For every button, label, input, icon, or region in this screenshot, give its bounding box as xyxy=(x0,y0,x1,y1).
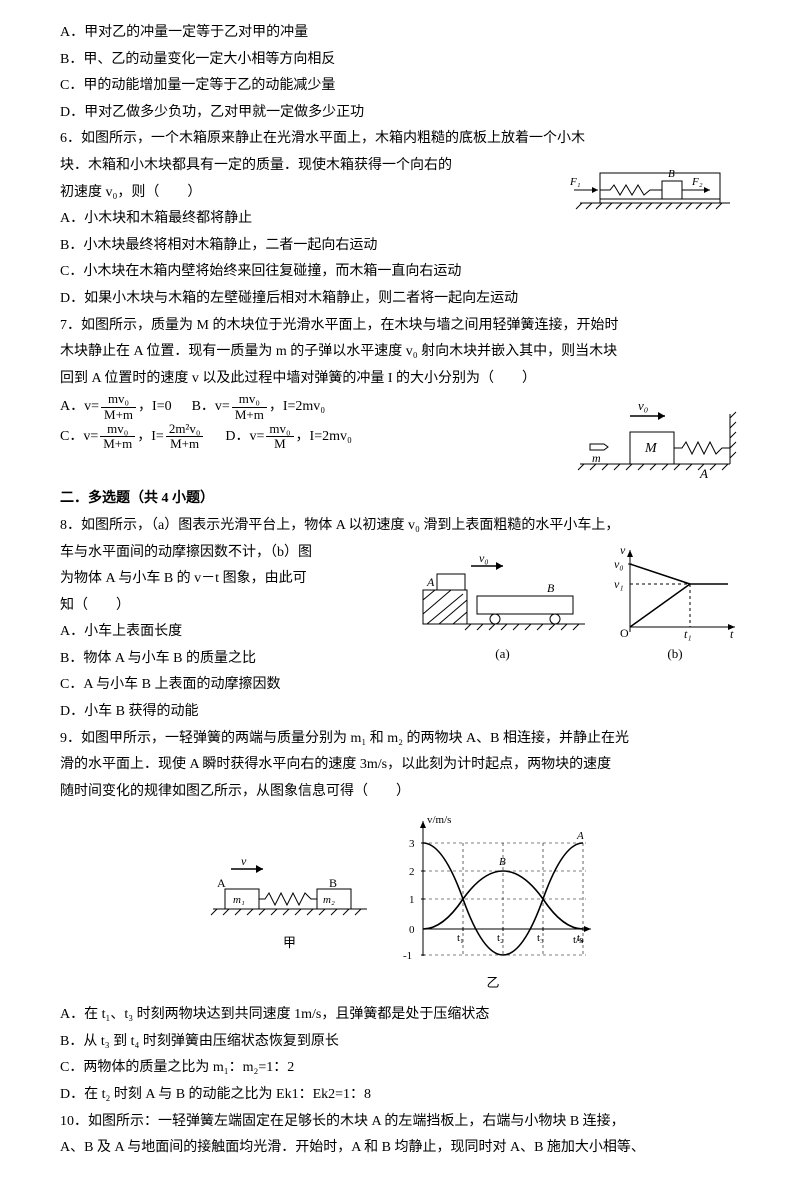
q9-figures: A m₁ B m₂ v 甲 v/m/s t/s 3 2 xyxy=(60,811,740,996)
svg-text:B: B xyxy=(668,168,675,180)
svg-text:A: A xyxy=(576,830,584,842)
q5-opt-b: B．甲、乙的动量变化一定大小相等方向相反 xyxy=(60,47,740,74)
q7-stem-2: 木块静止在 A 位置．现有一质量为 m 的子弹以水平速度 v₀ 射向木块并嵌入其… xyxy=(60,339,740,366)
svg-text:0: 0 xyxy=(409,924,415,936)
svg-text:v₀: v₀ xyxy=(614,557,624,571)
svg-text:B: B xyxy=(329,876,337,890)
svg-text:v₀: v₀ xyxy=(479,551,489,565)
q9-stem-3: 随时间变化的规律如图乙所示，从图象信息可得（ ） xyxy=(60,779,740,806)
svg-text:t₁: t₁ xyxy=(684,627,692,641)
svg-text:m: m xyxy=(592,451,601,465)
q6-stem-1: 6．如图所示，一个木箱原来静止在光滑水平面上，木箱内粗糙的底板上放着一个小木 xyxy=(60,126,740,153)
svg-text:2: 2 xyxy=(409,866,415,878)
svg-text:-1: -1 xyxy=(403,950,412,962)
svg-text:1: 1 xyxy=(409,894,415,906)
q10-stem-1: 10．如图所示：一轻弹簧左端固定在足够长的木块 A 的左端挡板上，右端与小物块 … xyxy=(60,1109,740,1136)
q6-opt-b: B．小木块最终将相对木箱静止，二者一起向右运动 xyxy=(60,233,740,260)
q7-opts-row2: C．v=mv₀M+m，I=2m²v₀M+m D．v=mv₀M，I=2mv₀ xyxy=(60,422,562,452)
q5-opt-c: C．甲的动能增加量一定等于乙的动能减少量 xyxy=(60,73,740,100)
svg-text:F₂: F₂ xyxy=(691,176,703,188)
q9-opt-a: A．在 t₁、t₃ 时刻两物块达到共同速度 1m/s，且弹簧都是处于压缩状态 xyxy=(60,1002,740,1029)
q9-stem-2: 滑的水平面上．现使 A 瞬时获得水平向右的速度 3m/s，以此刻为计时起点，两物… xyxy=(60,752,740,779)
q9-opt-b: B．从 t₃ 到 t₄ 时刻弹簧由压缩状态恢复到原长 xyxy=(60,1029,740,1056)
svg-text:v: v xyxy=(241,854,247,868)
svg-text:v/m/s: v/m/s xyxy=(427,814,451,826)
svg-text:t: t xyxy=(730,627,734,641)
q6-opt-d: D．如果小木块与木箱的左壁碰撞后相对木箱静止，则二者将一起向左运动 xyxy=(60,286,740,313)
q6-opt-c: C．小木块在木箱内壁将始终来回往复碰撞，而木箱一直向右运动 xyxy=(60,259,740,286)
svg-text:3: 3 xyxy=(409,838,415,850)
q7-stem-3: 回到 A 位置时的速度 v 以及此过程中墙对弹簧的冲量 I 的大小分别为（ ） xyxy=(60,366,740,393)
svg-text:A: A xyxy=(699,466,708,481)
svg-text:O: O xyxy=(620,626,629,640)
svg-text:A: A xyxy=(426,575,435,589)
svg-text:F₁: F₁ xyxy=(570,176,581,188)
q6-figure: B F₁ F₂ xyxy=(570,155,740,213)
q5-opt-a: A．甲对乙的冲量一定等于乙对甲的冲量 xyxy=(60,20,740,47)
svg-text:B: B xyxy=(547,581,555,595)
svg-text:A: A xyxy=(217,876,226,890)
q9-opt-c: C．两物体的质量之比为 m₁：m₂=1：2 xyxy=(60,1055,740,1082)
q8-figures: A v₀ B (a) xyxy=(415,542,740,667)
svg-text:m₁: m₁ xyxy=(233,894,245,906)
q8-opt-c: C．A 与小车 B 上表面的动摩擦因数 xyxy=(60,672,740,699)
q9-stem-1: 9．如图甲所示，一轻弹簧的两端与质量分别为 m₁ 和 m₂ 的两物块 A、B 相… xyxy=(60,726,740,753)
q10-stem-2: A、B 及 A 与地面间的接触面均光滑．开始时，A 和 B 均静止，现同时对 A… xyxy=(60,1135,740,1162)
q7-opts-row1: A．v=mv₀M+m，I=0 B．v=mv₀M+m，I=2mv₀ xyxy=(60,392,562,422)
q8-stem-1: 8．如图所示，（a）图表示光滑平台上，物体 A 以初速度 v₀ 滑到上表面粗糙的… xyxy=(60,513,740,540)
svg-text:M: M xyxy=(644,441,658,456)
svg-text:v₁: v₁ xyxy=(614,577,624,591)
q8-opt-d: D．小车 B 获得的动能 xyxy=(60,699,740,726)
svg-text:m₂: m₂ xyxy=(323,894,335,906)
svg-text:v: v xyxy=(620,543,626,557)
q7-stem-1: 7．如图所示，质量为 M 的木块位于光滑水平面上，在木块与墙之间用轻弹簧连接，开… xyxy=(60,313,740,340)
q7-figure: M m v₀ A xyxy=(570,394,740,484)
q5-opt-d: D．甲对乙做多少负功，乙对甲就一定做多少正功 xyxy=(60,100,740,127)
q9-opt-d: D．在 t₂ 时刻 A 与 B 的动能之比为 Ek1：Ek2=1：8 xyxy=(60,1082,740,1109)
svg-text:v₀: v₀ xyxy=(638,398,648,413)
svg-text:B: B xyxy=(499,856,506,868)
section-2-heading: 二．多选题（共 4 小题） xyxy=(60,486,740,513)
